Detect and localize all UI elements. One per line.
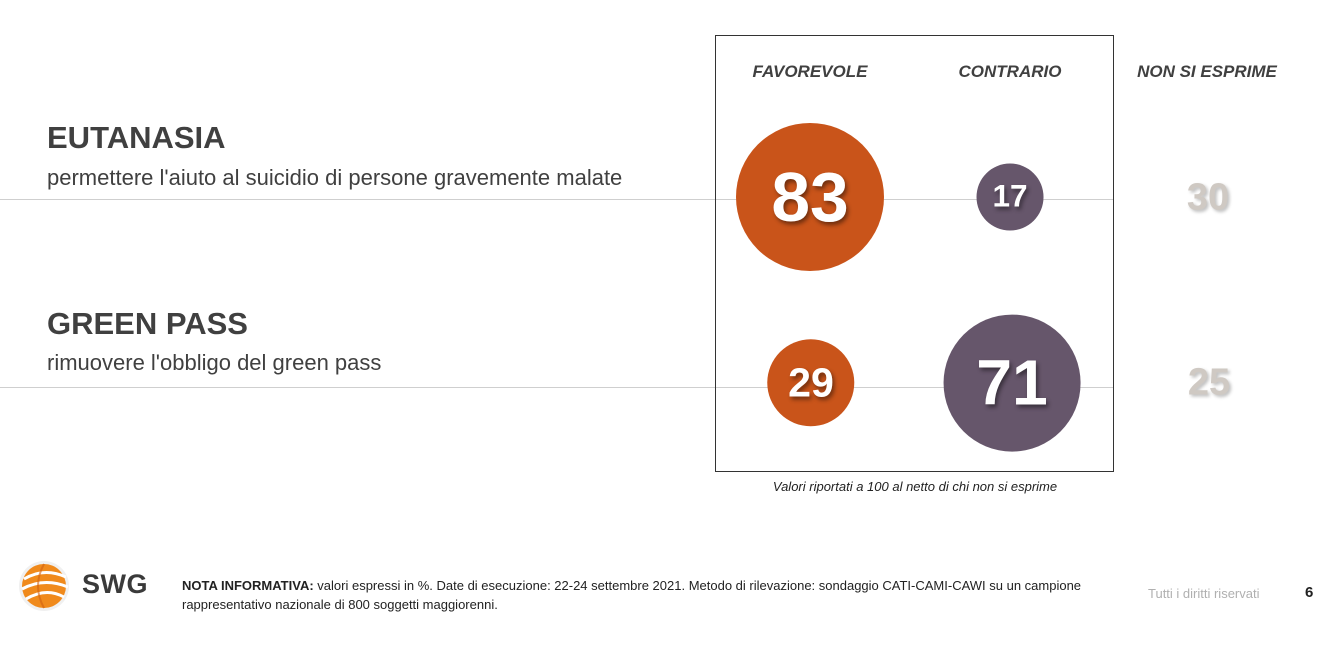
bubble-eutanasia-favorevole: 83 — [736, 123, 884, 271]
bubble-green-pass-contrario: 71 — [943, 314, 1081, 452]
page-number: 6 — [1305, 584, 1314, 601]
footnote-label: NOTA INFORMATIVA: — [182, 578, 314, 593]
bubble-green-pass-favorevole: 29 — [767, 339, 855, 427]
column-header-favorevole: FAVOREVOLE — [752, 62, 868, 81]
chart-note: Valori riportati a 100 al netto di chi n… — [772, 479, 1058, 494]
brand-name: SWG — [82, 569, 148, 599]
footnote: NOTA INFORMATIVA: valori espressi in %. … — [182, 576, 1132, 614]
value-eutanasia-non-si-esprime: 30 — [1186, 176, 1230, 219]
row-line-eutanasia — [0, 199, 1114, 200]
bubble-eutanasia-contrario: 17 — [976, 163, 1044, 231]
rights-text: Tutti i diritti riservati — [1148, 586, 1260, 601]
swg-logo-icon — [19, 561, 69, 611]
chart-frame — [715, 35, 1114, 472]
value-green-pass-non-si-esprime: 25 — [1187, 361, 1231, 404]
topic-subtitle-eutanasia: permettere l'aiuto al suicidio di person… — [47, 165, 623, 190]
topic-subtitle-green-pass: rimuovere l'obbligo del green pass — [47, 350, 382, 375]
column-header-contrario: CONTRARIO — [958, 62, 1062, 81]
row-line-green-pass — [0, 387, 1114, 388]
topic-title-eutanasia: EUTANASIA — [47, 120, 226, 155]
topic-title-green-pass: GREEN PASS — [47, 306, 248, 341]
footnote-text: valori espressi in %. Date di esecuzione… — [182, 578, 1082, 612]
column-header-non-si-esprime: NON SI ESPRIME — [1137, 62, 1277, 81]
